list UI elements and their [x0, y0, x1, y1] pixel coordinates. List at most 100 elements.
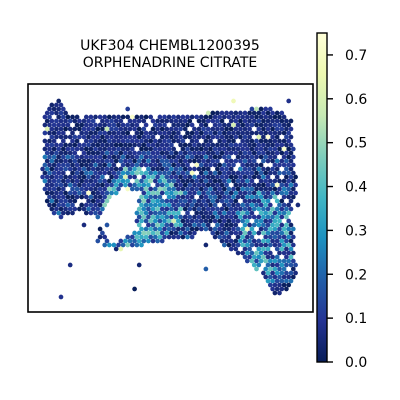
- tissue-spot: [164, 174, 170, 180]
- tissue-spot: [238, 118, 243, 124]
- tissue-spot: [86, 206, 91, 212]
- tissue-spot: [148, 234, 154, 240]
- tissue-spot: [90, 118, 96, 124]
- tissue-spot: [51, 106, 57, 112]
- tissue-spot: [125, 178, 131, 184]
- tissue-spot: [159, 214, 165, 220]
- tissue-spot: [97, 178, 103, 184]
- tissue-spot: [182, 134, 188, 140]
- tissue-spot: [42, 162, 48, 168]
- tissue-spot: [274, 110, 280, 116]
- tissue-spot: [148, 138, 154, 144]
- tissue-spot: [247, 142, 252, 148]
- tissue-spot: [79, 122, 85, 128]
- tissue-spot: [265, 222, 271, 228]
- tissue-spot: [171, 194, 177, 200]
- tissue-spot: [265, 190, 271, 196]
- tissue-spot: [247, 150, 252, 156]
- tissue-spot: [238, 174, 243, 180]
- tissue-spot: [228, 142, 234, 148]
- tissue-spot: [132, 286, 137, 292]
- tissue-spot: [159, 158, 165, 164]
- tissue-spot: [249, 250, 255, 256]
- tissue-spot: [79, 178, 85, 184]
- tissue-spot: [226, 210, 232, 216]
- tissue-spot: [196, 182, 202, 188]
- tissue-spot: [123, 182, 128, 188]
- tissue-spot: [143, 234, 149, 240]
- tissue-spot: [148, 146, 154, 152]
- tissue-spot: [166, 154, 172, 160]
- tissue-spot: [203, 138, 209, 144]
- tissue-spot: [65, 194, 71, 200]
- tissue-spot: [219, 142, 225, 148]
- tissue-spot: [221, 114, 227, 120]
- tissue-spot: [187, 166, 193, 172]
- tissue-spot: [97, 122, 103, 128]
- tissue-spot: [54, 126, 59, 132]
- tissue-spot: [58, 166, 64, 172]
- tissue-spot: [63, 182, 68, 188]
- tissue-spot: [171, 186, 177, 192]
- tissue-spot: [185, 226, 190, 232]
- tissue-spot: [267, 234, 273, 240]
- tissue-spot: [44, 190, 50, 196]
- tissue-spot: [242, 214, 248, 220]
- tissue-spot: [286, 98, 292, 104]
- tissue-spot: [224, 174, 229, 180]
- tissue-spot: [164, 118, 170, 124]
- tissue-spot: [272, 122, 278, 128]
- tissue-spot: [194, 178, 200, 184]
- tissue-spot: [178, 166, 183, 172]
- tissue-spot: [67, 206, 73, 212]
- tissue-spot: [104, 158, 110, 164]
- tissue-spot: [157, 114, 163, 120]
- tissue-spot: [198, 202, 204, 208]
- tissue-spot: [44, 150, 50, 156]
- tissue-spot: [251, 118, 257, 124]
- tissue-spot: [139, 226, 144, 232]
- tissue-spot: [295, 202, 301, 208]
- tissue-spot: [146, 238, 151, 244]
- tissue-spot: [97, 170, 103, 176]
- tissue-spot: [67, 158, 73, 164]
- tissue-spot: [293, 190, 298, 196]
- tissue-spot: [226, 202, 232, 208]
- tissue-spot: [118, 238, 124, 244]
- tissue-spot: [70, 146, 75, 152]
- tissue-spot: [219, 206, 225, 212]
- tissue-spot: [77, 174, 82, 180]
- tissue-spot: [136, 238, 142, 244]
- tissue-spot: [116, 114, 121, 120]
- tissue-spot: [42, 138, 48, 144]
- tissue-spot: [136, 134, 142, 140]
- tissue-spot: [270, 134, 275, 140]
- tissue-spot: [118, 118, 124, 124]
- tissue-spot: [162, 154, 167, 160]
- tissue-spot: [93, 122, 98, 128]
- tissue-spot: [205, 190, 211, 196]
- colorbar-tick-label: 0.6: [345, 92, 367, 108]
- tissue-spot: [281, 202, 287, 208]
- tissue-spot: [123, 126, 128, 132]
- tissue-spot: [290, 242, 296, 248]
- tissue-spot: [173, 126, 179, 132]
- tissue-spot: [247, 246, 252, 252]
- tissue-spot: [159, 222, 165, 228]
- tissue-spot: [265, 110, 271, 116]
- tissue-spot: [185, 130, 190, 136]
- tissue-spot: [182, 126, 188, 132]
- tissue-spot: [270, 214, 275, 220]
- tissue-spot: [56, 122, 62, 128]
- tissue-spot: [274, 270, 280, 276]
- tissue-spot: [146, 190, 151, 196]
- tissue-spot: [97, 138, 103, 144]
- tissue-spot: [120, 122, 126, 128]
- tissue-spot: [77, 158, 82, 164]
- tissue-spot: [47, 154, 52, 160]
- tissue-spot: [224, 222, 229, 228]
- tissue-spot: [235, 210, 241, 216]
- tissue-spot: [63, 150, 68, 156]
- tissue-spot: [79, 162, 85, 168]
- tissue-spot: [104, 222, 110, 228]
